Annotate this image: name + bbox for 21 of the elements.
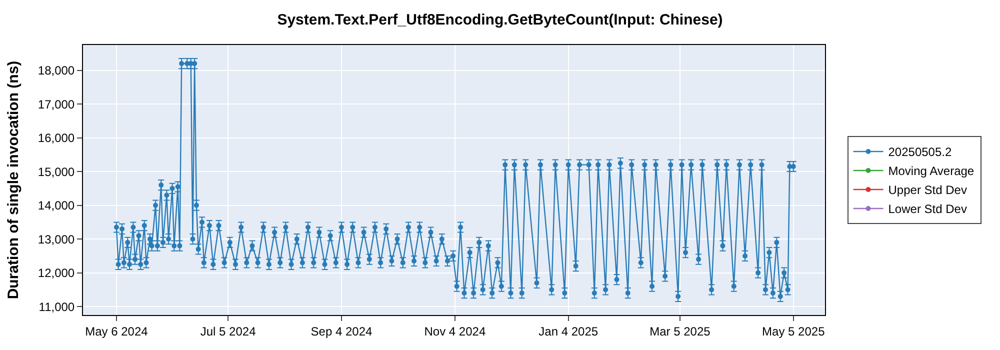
x-tick-label: Nov 4 2024: [424, 324, 486, 338]
y-tick-label: 12,000: [38, 266, 75, 280]
x-tick-label: May 5 2025: [762, 324, 826, 338]
y-tick-label: 18,000: [38, 64, 75, 78]
legend-label: Upper Std Dev: [888, 183, 967, 198]
y-tick-label: 13,000: [38, 232, 75, 246]
x-tick-label: Mar 5 2025: [650, 324, 711, 338]
y-tick-label: 11,000: [38, 300, 75, 314]
legend-label: Lower Std Dev: [888, 202, 967, 216]
legend-label: Moving Average: [888, 164, 974, 178]
y-axis-title: Duration of single invocation (ns): [5, 60, 22, 300]
y-tick-label: 15,000: [38, 164, 75, 179]
y-tick-label: 14,000: [38, 198, 75, 213]
chart-title: System.Text.Perf_Utf8Encoding.GetByteCount(Input: Chinese): [277, 12, 723, 28]
legend-label: 20250505.2: [888, 145, 952, 160]
y-tick-label: 17,000: [38, 97, 75, 112]
x-tick-label: May 6 2024: [85, 324, 148, 338]
x-tick-label: Sep 4 2024: [310, 324, 373, 338]
x-tick-label: Jan 4 2025: [538, 324, 598, 338]
y-tick-label: 16,000: [38, 131, 75, 146]
x-tick-label: Jul 5 2024: [200, 324, 256, 338]
